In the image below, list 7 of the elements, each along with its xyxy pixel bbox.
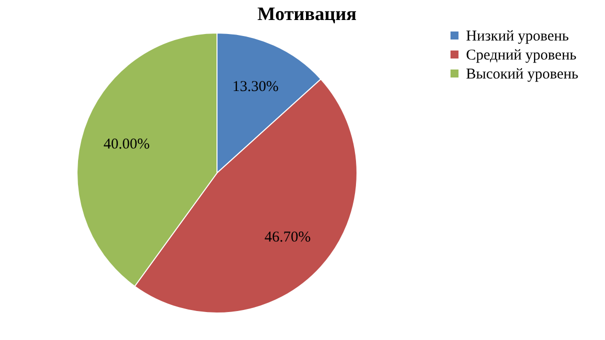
data-label: 13.30% xyxy=(232,79,279,96)
chart-title: Мотивация xyxy=(257,4,357,25)
legend-label: Высокий уровень xyxy=(466,66,579,82)
data-label: 46.70% xyxy=(264,229,311,246)
data-label: 40.00% xyxy=(104,136,150,153)
legend-label: Средний уровень xyxy=(466,48,577,64)
legend-label: Низкий уровень xyxy=(466,28,570,44)
